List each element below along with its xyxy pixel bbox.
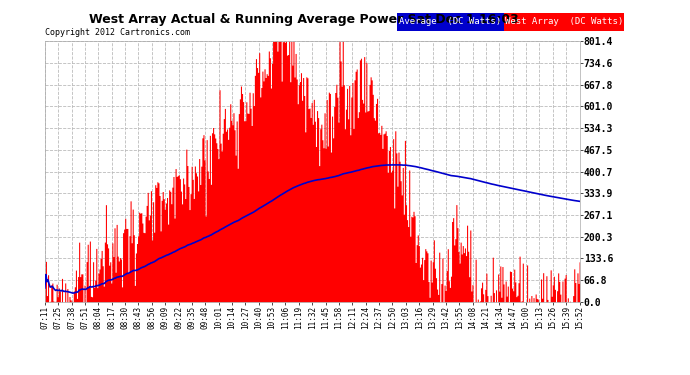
Text: Average  (DC Watts): Average (DC Watts) [399,17,502,26]
Text: West Array Actual & Running Average Power Sat Dec 1 16:03: West Array Actual & Running Average Powe… [89,13,518,26]
Text: Copyright 2012 Cartronics.com: Copyright 2012 Cartronics.com [45,28,190,37]
Text: West Array  (DC Watts): West Array (DC Watts) [505,17,623,26]
